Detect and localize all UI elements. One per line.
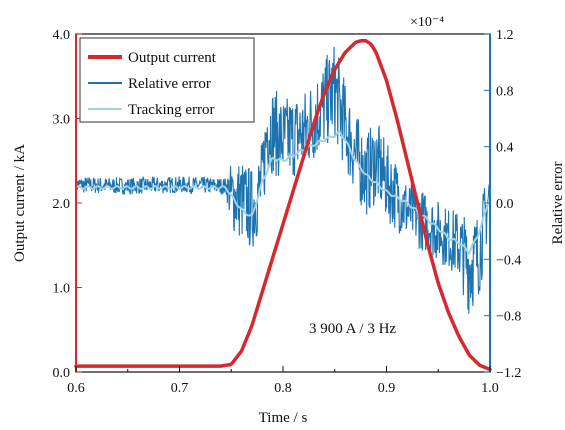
x-axis-ticks: 0.6 0.7 0.8 0.9 1.0 bbox=[67, 366, 499, 396]
x-tick-label: 0.9 bbox=[378, 381, 396, 396]
legend: Output current Relative error Tracking e… bbox=[79, 37, 255, 123]
x-tick-label: 0.8 bbox=[274, 381, 292, 396]
right-y-tick-label: 1.2 bbox=[496, 28, 514, 43]
series-layer bbox=[74, 39, 492, 372]
right-y-tick-label: −0.4 bbox=[496, 253, 521, 268]
left-y-axis-title: Output current / kA bbox=[12, 144, 28, 262]
left-y-tick-label: 3.0 bbox=[53, 113, 71, 128]
x-tick-label: 1.0 bbox=[481, 381, 499, 396]
left-y-tick-label: 4.0 bbox=[53, 28, 71, 43]
right-axis-multiplier: ×10⁻⁴ bbox=[410, 15, 444, 30]
left-y-tick-label: 1.0 bbox=[53, 282, 71, 297]
x-axis-title: Time / s bbox=[259, 410, 308, 426]
right-y-tick-label: −0.8 bbox=[496, 310, 521, 325]
right-y-tick-label: 0.8 bbox=[496, 84, 514, 99]
left-y-tick-label: 2.0 bbox=[53, 197, 71, 212]
legend-label-tracking-error: Tracking error bbox=[128, 102, 215, 118]
series-output-current bbox=[74, 39, 492, 372]
right-y-tick-label: 0.4 bbox=[496, 141, 514, 156]
right-y-tick-label: −1.2 bbox=[496, 366, 521, 381]
right-y-tick-label: 0.0 bbox=[496, 197, 514, 212]
right-y-axis-ticks: −1.2 −0.8 −0.4 0.0 0.4 0.8 1.2 bbox=[484, 28, 521, 381]
operating-point-annotation: 3 900 A / 3 Hz bbox=[309, 321, 396, 337]
x-tick-label: 0.6 bbox=[67, 381, 85, 396]
left-y-tick-label: 0.0 bbox=[53, 366, 71, 381]
left-y-axis-ticks: 0.0 1.0 2.0 3.0 4.0 bbox=[53, 28, 82, 381]
right-y-axis-title: Relative error bbox=[550, 162, 565, 245]
legend-label-output-current: Output current bbox=[128, 50, 217, 66]
legend-label-relative-error: Relative error bbox=[128, 76, 211, 92]
x-tick-label: 0.7 bbox=[171, 381, 189, 396]
